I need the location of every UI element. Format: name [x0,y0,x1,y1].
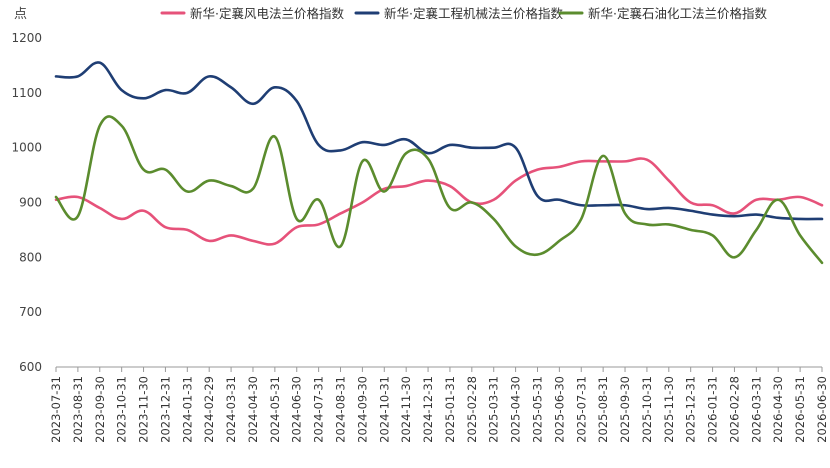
x-tick-label: 2025-09-30 [618,376,632,443]
x-tick-label: 2026-02-28 [727,376,741,443]
x-tick-label: 2023-12-31 [158,376,172,443]
x-tick-label: 2023-07-31 [49,376,63,443]
x-tick-label: 2025-06-30 [552,376,566,443]
x-tick-label: 2024-08-31 [334,376,348,443]
x-tick-label: 2023-10-31 [115,376,129,443]
x-tick-label: 2024-04-30 [246,376,260,443]
x-tick-label: 2024-12-31 [421,376,435,443]
x-tick-label: 2026-01-31 [706,376,720,443]
x-tick-label: 2026-06-30 [815,376,829,443]
x-tick-label: 2025-04-30 [509,376,523,443]
x-tick-label: 2024-03-31 [224,376,238,443]
y-tick-label: 900 [19,196,42,210]
x-tick-label: 2026-03-31 [749,376,763,443]
series-line-wind-power [54,157,824,246]
y-tick-label: 600 [19,360,42,374]
legend: 新华·定襄风电法兰价格指数 新华·定襄工程机械法兰价格指数 新华·定襄石油化工法兰价… [160,6,767,21]
x-tick-label: 2024-02-29 [202,376,216,443]
x-tick-label: 2025-01-31 [443,376,457,443]
plot-area [54,61,824,265]
y-tick-label: 1100 [11,86,42,100]
y-tick-label: 700 [19,305,42,319]
x-tick-label: 2024-11-30 [399,376,413,443]
legend-item[interactable]: 新华·定襄工程机械法兰价格指数 [354,6,563,21]
x-tick-label: 2024-10-31 [377,376,391,443]
legend-label: 新华·定襄风电法兰价格指数 [190,6,344,21]
x-tick-label: 2024-07-31 [312,376,326,443]
x-tick-label: 2025-12-31 [684,376,698,443]
x-tick-label: 2025-10-31 [640,376,654,443]
x-tick-label: 2023-09-30 [93,376,107,443]
x-tick-label: 2024-09-30 [355,376,369,443]
x-tick-label: 2024-05-31 [268,376,282,443]
series-line-construction-machinery [54,61,824,221]
x-tick-label: 2025-03-31 [487,376,501,443]
x-axis: 2023-07-31 2023-08-31 2023-09-30 2023-10-31… [49,366,829,443]
y-tick-label: 800 [19,250,42,264]
legend-label: 新华·定襄石油化工法兰价格指数 [588,6,767,21]
x-tick-label: 2026-05-31 [793,376,807,443]
x-tick-label: 2023-11-30 [137,376,151,443]
x-tick-label: 2025-05-31 [530,376,544,443]
series-line-petrochemical [54,115,824,265]
y-tick-label: 1200 [11,31,42,45]
x-tick-label: 2025-07-31 [574,376,588,443]
x-tick-label: 2023-08-31 [71,376,85,443]
legend-item[interactable]: 新华·定襄风电法兰价格指数 [160,6,344,21]
x-tick-label: 2025-11-30 [662,376,676,443]
y-axis: 600 700 800 900 1000 1100 1200 [11,31,42,374]
x-tick-label: 2026-04-30 [771,376,785,443]
x-tick-label: 2025-08-31 [596,376,610,443]
x-tick-label: 2024-01-31 [180,376,194,443]
legend-item[interactable]: 新华·定襄石油化工法兰价格指数 [558,6,767,21]
y-tick-label: 1000 [11,141,42,155]
y-unit-label: 点 [14,7,27,22]
x-tick-label: 2025-02-28 [465,376,479,443]
legend-label: 新华·定襄工程机械法兰价格指数 [384,6,563,21]
x-tick-label: 2024-06-30 [290,376,304,443]
